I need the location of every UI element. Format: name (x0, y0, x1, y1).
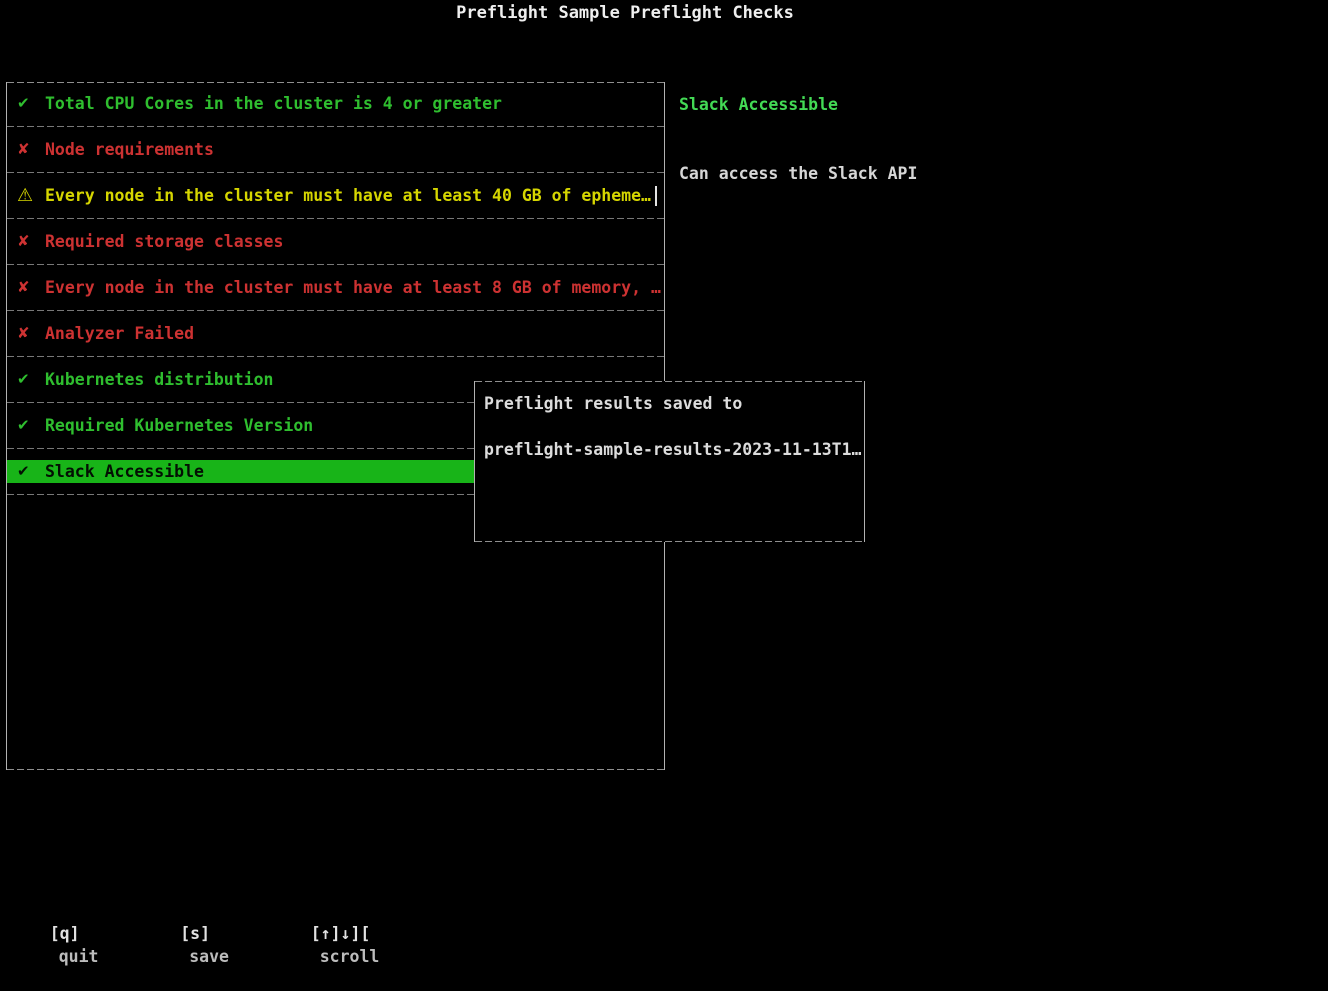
text-cursor (654, 185, 657, 206)
terminal-screen: Preflight Sample Preflight Checks ✔ Tota… (6, 3, 917, 966)
check-label: Every node in the cluster must have at l… (45, 186, 651, 205)
hotkey-key: [↑]↓][ (310, 924, 371, 943)
check-label: Analyzer Failed (45, 324, 195, 343)
check-row[interactable]: ✔ Total CPU Cores in the cluster is 4 or… (7, 92, 664, 138)
check-label: Node requirements (45, 140, 214, 159)
check-row[interactable]: ✔ Kubernetes distribution (7, 368, 664, 414)
save-results-modal: Preflight results saved to preflight-sam… (474, 381, 865, 542)
hotkey-label: quit (58, 947, 99, 966)
detail-message: Can access the Slack API (679, 164, 918, 183)
detail-panel: Slack Accessible Can access the Slack AP… (679, 93, 917, 185)
detail-title: Slack Accessible (679, 95, 838, 114)
hotkey-save: [s] save (141, 899, 229, 991)
check-row[interactable]: ✔ Required Kubernetes Version (7, 414, 664, 460)
check-row[interactable]: ✘ Node requirements (7, 138, 664, 184)
cross-icon: ✘ (17, 140, 30, 158)
check-list-rows: ✔ Total CPU Cores in the cluster is 4 or… (7, 82, 664, 506)
modal-text-line1: Preflight results saved to (484, 394, 743, 413)
check-row-line: ✔ Kubernetes distribution (7, 368, 664, 391)
hotkey-quit: [q] quit (10, 899, 99, 991)
cross-icon: ✘ (17, 232, 30, 250)
warning-icon: ⚠ (17, 185, 34, 206)
check-row[interactable]: ✘ Analyzer Failed (7, 322, 664, 368)
check-label: Required Kubernetes Version (45, 416, 314, 435)
check-label: Every node in the cluster must have at l… (45, 278, 661, 297)
cross-icon: ✘ (17, 278, 30, 296)
check-row-line: ✘ Node requirements (7, 138, 664, 161)
check-row[interactable]: ⚠ Every node in the cluster must have at… (7, 184, 664, 230)
check-icon: ✔ (17, 94, 30, 112)
check-label: Required storage classes (45, 232, 284, 251)
app-title: Preflight Sample Preflight Checks (456, 3, 794, 23)
check-row-line: ✔ Required Kubernetes Version (7, 414, 664, 437)
check-label: Kubernetes distribution (45, 370, 274, 389)
hotkey-key: [s] (180, 924, 211, 943)
check-row-line: ✔ Total CPU Cores in the cluster is 4 or… (7, 92, 664, 115)
modal-text-line2: preflight-sample-results-2023-11-13T1… (484, 440, 862, 459)
check-row[interactable]: ✘ Every node in the cluster must have at… (7, 276, 664, 322)
check-row-line: ✘ Analyzer Failed (7, 322, 664, 345)
check-row[interactable]: ✘ Required storage classes (7, 230, 664, 276)
cross-icon: ✘ (17, 324, 30, 342)
hotkey-label: save (189, 947, 229, 966)
check-icon: ✔ (17, 416, 30, 434)
hotkey-label: scroll (319, 947, 380, 966)
status-bar: [q] quit [s] save [↑]↓][ scroll (10, 899, 380, 991)
check-row-line: ✘ Every node in the cluster must have at… (7, 276, 664, 299)
check-icon: ✔ (17, 370, 30, 388)
check-row-line: ✘ Required storage classes (7, 230, 664, 253)
check-icon: ✔ (17, 462, 30, 480)
check-label: Slack Accessible (45, 462, 204, 481)
hotkey-scroll: [↑]↓][ scroll (271, 899, 380, 991)
check-label: Total CPU Cores in the cluster is 4 or g… (45, 94, 502, 113)
check-row-line: ⚠ Every node in the cluster must have at… (7, 184, 664, 207)
hotkey-key: [q] (49, 924, 80, 943)
